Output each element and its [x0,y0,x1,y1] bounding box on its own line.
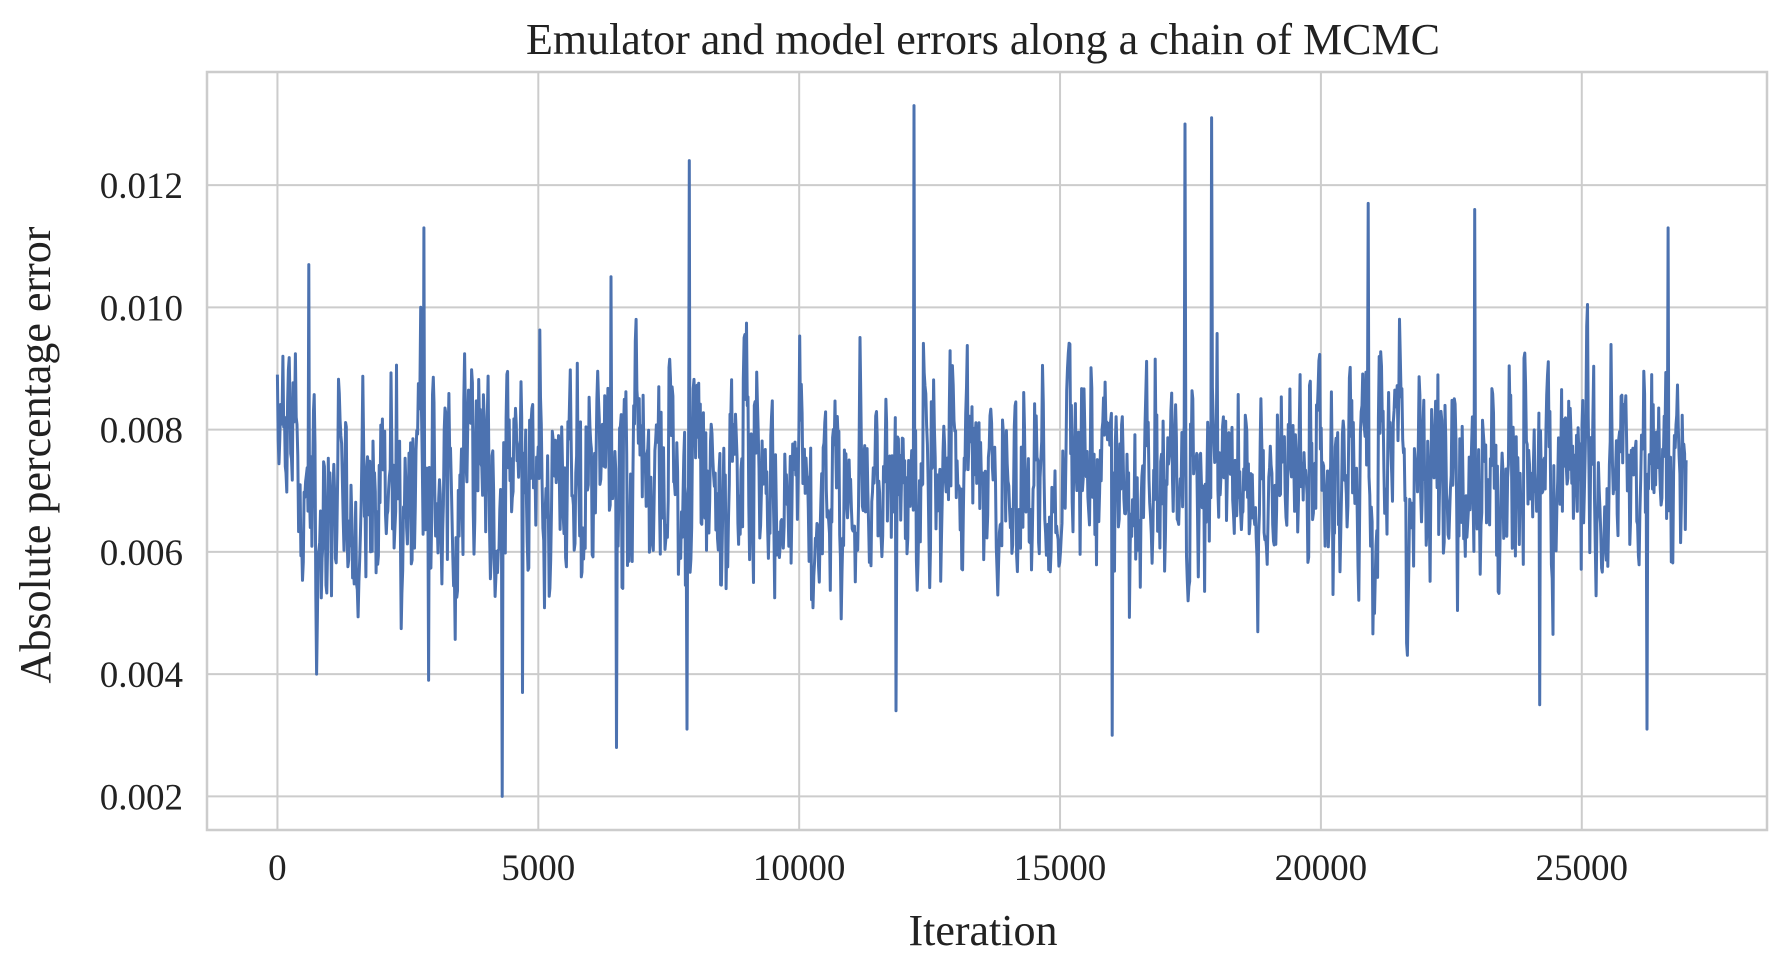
y-tick-label: 0.004 [100,655,183,696]
y-tick-label: 0.008 [100,411,183,452]
x-axis-ticks: 0 5000 10000 15000 20000 25000 [268,848,1628,889]
x-tick-label: 20000 [1275,848,1368,889]
series-line [275,104,1688,798]
y-tick-label: 0.010 [100,288,183,329]
y-tick-label: 0.006 [100,533,183,574]
x-tick-label: 15000 [1014,848,1107,889]
series-layer [275,104,1688,798]
y-tick-label: 0.002 [100,777,183,818]
x-tick-label: 0 [268,848,287,889]
x-tick-label: 25000 [1536,848,1629,889]
y-axis-label: Absolute percentage error [11,226,60,683]
x-tick-label: 10000 [753,848,846,889]
x-axis-label: Iteration [908,906,1057,955]
chart-title: Emulator and model errors along a chain … [526,15,1440,64]
x-tick-label: 5000 [501,848,575,889]
plot-frame [205,70,1769,832]
y-tick-label: 0.012 [100,166,183,207]
y-axis-ticks: 0.002 0.004 0.006 0.008 0.010 0.012 [100,166,183,818]
